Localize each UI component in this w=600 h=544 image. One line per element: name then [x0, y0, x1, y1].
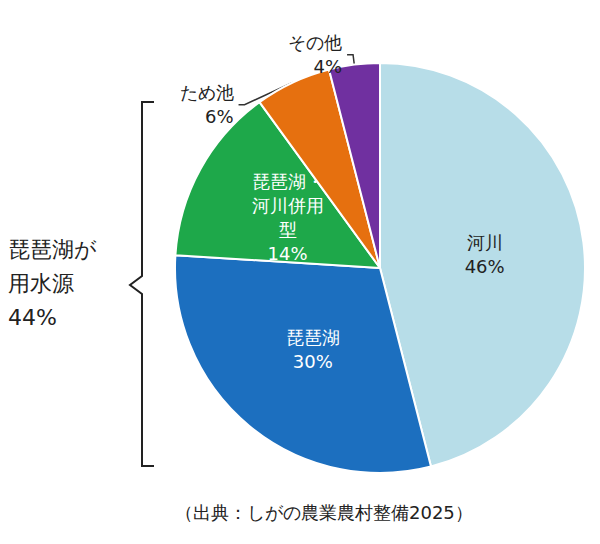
svg-text:型: 型 [279, 219, 297, 240]
svg-text:14%: 14% [268, 243, 308, 264]
svg-text:6%: 6% [205, 106, 234, 127]
svg-text:ため池: ため池 [180, 82, 234, 103]
svg-text:琵琶湖: 琵琶湖 [286, 327, 340, 348]
svg-text:（出典：しがの農業農村整備2025）: （出典：しがの農業農村整備2025） [175, 502, 473, 523]
svg-text:琵琶湖が: 琵琶湖が [8, 237, 97, 262]
svg-text:44%: 44% [8, 305, 57, 330]
svg-text:その他: その他 [288, 32, 342, 53]
svg-text:46%: 46% [465, 256, 505, 277]
svg-text:4%: 4% [313, 56, 342, 77]
svg-text:用水源: 用水源 [8, 271, 74, 296]
svg-text:河川併用: 河川併用 [252, 195, 324, 216]
svg-text:30%: 30% [293, 351, 333, 372]
svg-text:琵琶湖・: 琵琶湖・ [252, 171, 324, 192]
svg-text:河川: 河川 [467, 232, 503, 253]
